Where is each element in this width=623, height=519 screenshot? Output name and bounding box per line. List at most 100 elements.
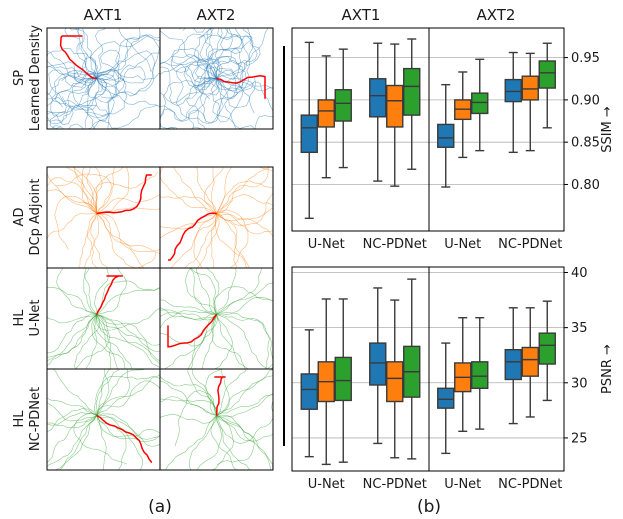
axes-frame — [291, 27, 565, 232]
category-label: U-Net — [308, 477, 345, 492]
trajectory-line — [190, 268, 217, 315]
trajectory-line — [96, 34, 160, 87]
svg-text:U-Net: U-Net — [28, 299, 43, 336]
ssim-chart: U-Net NC-PDNet U-Net NC-PDNet 0.80 0.85 0.90 0.… — [291, 27, 615, 252]
tile-content — [47, 268, 160, 369]
trajectory-line — [96, 415, 160, 437]
trajectory-line — [190, 314, 217, 369]
trajectory-line — [185, 63, 254, 99]
trajectory-line — [96, 34, 160, 81]
trajectory-line — [96, 213, 146, 268]
trajectory-line — [216, 180, 273, 214]
trajectory-line — [191, 28, 269, 83]
trajectory-line — [96, 213, 160, 255]
trajectory-line — [211, 415, 234, 470]
trajectory-line — [96, 287, 160, 315]
trajectory-line — [216, 194, 273, 214]
trajectory-line — [165, 415, 217, 470]
trajectory-line — [54, 173, 113, 214]
trajectory-line — [96, 314, 160, 361]
trajectory-line — [47, 415, 97, 468]
trajectory-line — [186, 78, 217, 129]
trajectory-line — [171, 47, 217, 100]
trajectory-line — [215, 28, 252, 79]
trajectory-line — [214, 314, 234, 369]
category-label: NC-PDNet — [498, 237, 562, 252]
trajectory-line — [96, 47, 160, 97]
y-tick-label: 0.95 — [571, 51, 600, 66]
box-body — [403, 67, 421, 116]
trajectory-line — [96, 413, 160, 440]
trajectory-tile — [159, 368, 274, 471]
trajectory-line — [216, 393, 273, 418]
trajectory-line — [216, 207, 273, 221]
trajectory-line — [90, 36, 160, 79]
trajectory-line — [47, 177, 97, 214]
trajectory-line — [96, 414, 144, 470]
trajectory-line — [53, 369, 97, 416]
trajectory-line — [96, 213, 160, 251]
trajectory-line — [96, 314, 160, 368]
trajectory-line — [86, 78, 107, 129]
y-axis-label: PSNR → — [600, 344, 615, 394]
trajectory-line — [216, 192, 273, 226]
trajectory-line — [187, 314, 217, 369]
category-label: U-Net — [444, 237, 481, 252]
trajectory-line — [95, 307, 160, 331]
trajectory-line — [96, 78, 160, 108]
trajectory-line — [216, 312, 270, 369]
trajectory-line — [214, 68, 273, 89]
trajectory-line — [96, 268, 127, 315]
trajectory-tile — [46, 27, 161, 130]
panel-a-row-label-2: AD DCp Adjoint — [12, 179, 43, 256]
trajectory-line — [216, 369, 273, 416]
highlight-trajectory — [96, 414, 152, 463]
trajectory-grid — [46, 27, 274, 471]
svg-text:NC-PDNet: NC-PDNet — [28, 387, 43, 451]
trajectory-line — [209, 28, 261, 79]
trajectory-line — [196, 268, 217, 315]
trajectory-line — [47, 415, 97, 429]
y-tick-label: 35 — [571, 321, 588, 336]
trajectory-line — [83, 268, 97, 315]
box-body — [386, 84, 404, 128]
highlight-trajectory — [167, 314, 218, 348]
trajectory-line — [90, 171, 159, 214]
box-body — [300, 114, 318, 154]
svg-text:Learned Density: Learned Density — [28, 25, 43, 131]
trajectory-line — [192, 369, 217, 416]
trajectory-line — [195, 167, 217, 214]
trajectory-line — [96, 280, 160, 315]
trajectory-line — [216, 369, 230, 416]
trajectory-line — [78, 213, 97, 268]
trajectory-line — [96, 314, 118, 369]
trajectory-line — [216, 297, 273, 315]
trajectory-line — [212, 70, 238, 129]
tile-content — [160, 28, 273, 129]
trajectory-line — [95, 28, 152, 79]
trajectory-line — [179, 28, 242, 80]
trajectory-line — [205, 369, 223, 416]
trajectory-line — [47, 412, 97, 426]
category-label: U-Net — [444, 477, 481, 492]
trajectory-line — [160, 167, 217, 214]
trajectory-line — [196, 415, 223, 470]
trajectory-line — [199, 28, 217, 79]
trajectory-line — [160, 78, 217, 129]
trajectory-line — [203, 167, 224, 214]
trajectory-line — [60, 415, 97, 470]
panel-a-caption: (a) — [148, 497, 172, 517]
trajectory-line — [160, 213, 217, 239]
trajectory-line — [216, 369, 247, 416]
trajectory-line — [83, 213, 100, 268]
box-body — [437, 387, 455, 409]
trajectory-line — [214, 28, 223, 79]
trajectory-line — [47, 73, 97, 108]
trajectory-line — [167, 78, 221, 129]
trajectory-line — [96, 415, 160, 443]
tile-content — [47, 28, 160, 129]
trajectory-line — [216, 415, 272, 470]
trajectory-line — [160, 299, 217, 315]
trajectory-line — [94, 369, 120, 416]
trajectory-tile — [46, 166, 161, 269]
